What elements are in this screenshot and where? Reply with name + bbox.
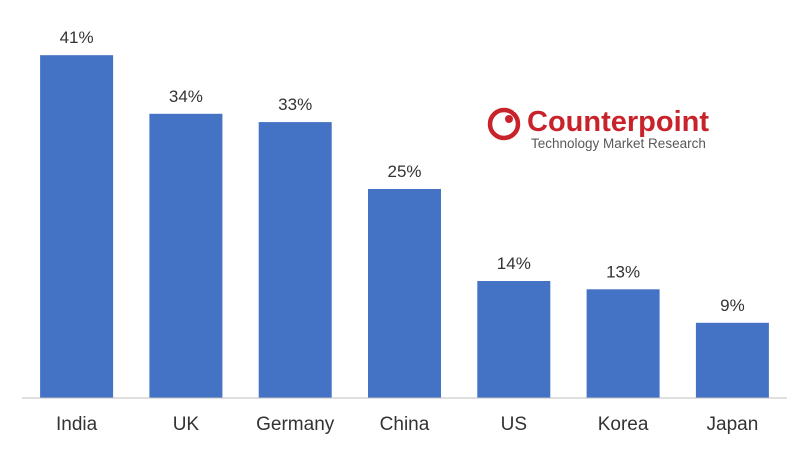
counterpoint-logo-icon [487,106,522,141]
bar-korea [586,289,660,398]
x-tick-label-us: US [501,414,527,435]
bar-japan [695,322,769,398]
x-tick-labels-group: India UK Germany China US Korea Japan [56,414,758,435]
value-label-germany: 33% [278,95,312,114]
bar-us [477,281,551,398]
logo-tagline: Technology Market Research [531,136,706,151]
x-tick-label-uk: UK [173,414,200,435]
x-tick-label-china: China [380,414,430,435]
x-tick-label-germany: Germany [256,414,335,435]
bar-china [368,189,441,398]
bars-group [40,55,769,399]
x-tick-label-korea: Korea [598,414,649,435]
value-label-uk: 34% [169,87,203,106]
value-label-us: 14% [497,254,531,273]
value-label-japan: 9% [720,296,745,315]
value-label-china: 25% [387,162,421,181]
value-label-korea: 13% [606,262,640,281]
bar-germany [258,122,332,398]
bar-uk [149,113,223,399]
x-tick-label-india: India [56,414,98,435]
value-labels-group: 41% 34% 33% 25% 14% 13% 9% [60,28,745,315]
value-label-india: 41% [60,28,94,47]
bar-india [40,55,114,398]
x-tick-label-japan: Japan [707,414,759,435]
logo-name: Counterpoint [527,106,709,138]
counterpoint-logo: Counterpoint Technology Market Research [487,106,709,151]
